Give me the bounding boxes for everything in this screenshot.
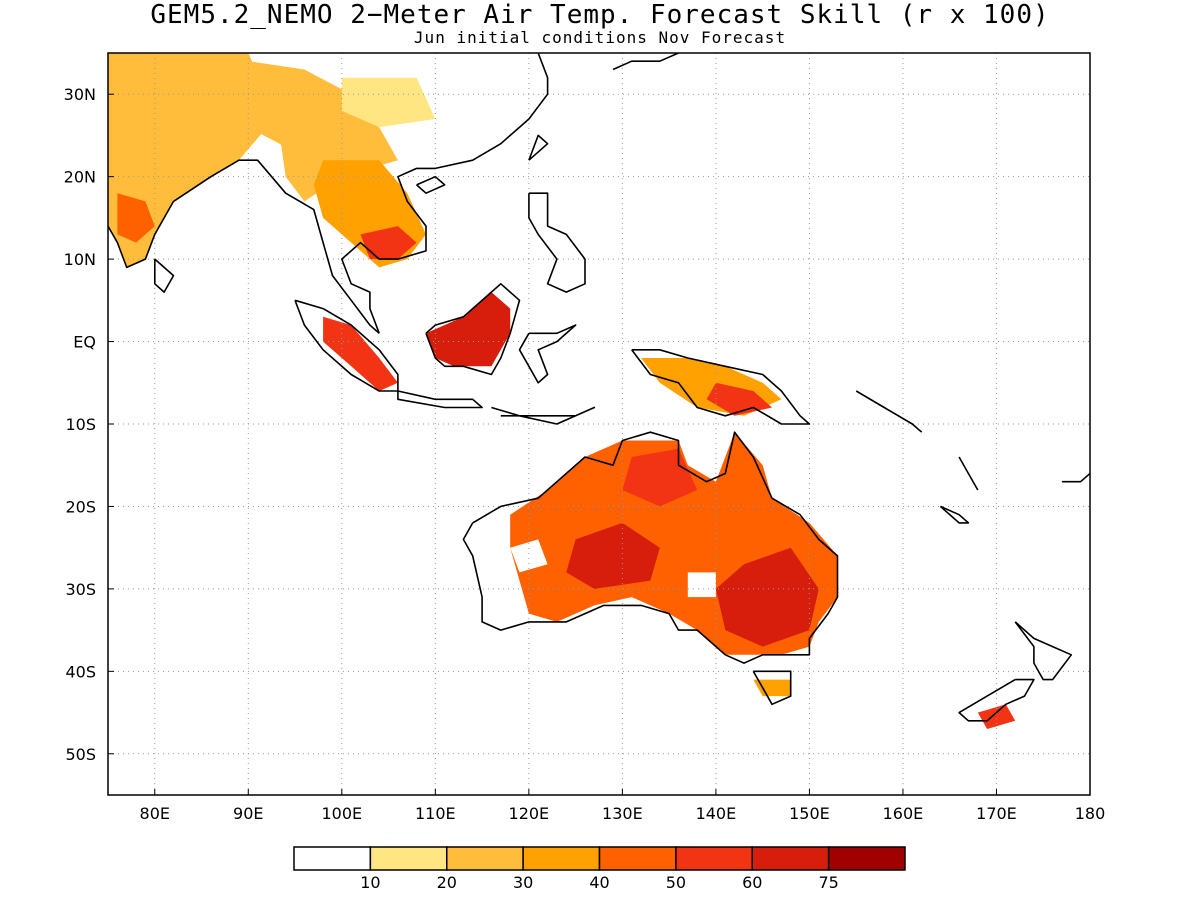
colorbar-label: 10 [360, 873, 380, 892]
colorbar: 10 20 30 40 50 60 75 [293, 846, 906, 892]
lon-tick-label: 110E [415, 804, 456, 823]
colorbar-swatch [293, 846, 372, 871]
map-title: GEM5.2_NEMO 2−Meter Air Temp. Forecast S… [150, 0, 1050, 30]
skill-shading [108, 53, 1016, 729]
colorbar-swatch [446, 846, 524, 871]
lat-tick-label: 10S [65, 415, 96, 434]
colorbar-swatch [598, 846, 677, 871]
lon-tick-label: 160E [883, 804, 924, 823]
skill-region-australia-west-gap [510, 539, 548, 573]
coastline-nz-north [1014, 621, 1073, 681]
coastline-sulawesi [518, 324, 577, 384]
coastline-borneo-coast [425, 282, 521, 376]
coastline-hainan [416, 175, 446, 194]
axis-ticks: 80E 90E 100E 110E 120E 130E 140E 150E 160E 170E 18… [64, 85, 1106, 823]
coastline-philippines [528, 192, 586, 293]
colorbar-swatch [751, 846, 830, 871]
coastline-solomon-islands [855, 390, 923, 433]
coastline-java [397, 390, 483, 409]
coastline-sri-lanka [154, 258, 175, 293]
lat-tick-label: 10N [64, 250, 96, 269]
coastline-new-guinea-coast [631, 348, 811, 425]
colorbar-swatch [522, 846, 601, 871]
coastlines [108, 53, 1090, 722]
colorbar-label: 30 [513, 873, 533, 892]
skill-region-cambodia-core [360, 226, 417, 260]
colorbar-label: 75 [818, 873, 838, 892]
coastline-tasmania-coast [752, 670, 792, 706]
skill-region-myanmar-yunnan [276, 102, 398, 202]
colorbar-label: 60 [742, 873, 762, 892]
skill-region-australia-central-core [566, 522, 660, 589]
lat-tick-label: 30N [64, 85, 96, 104]
graticule [108, 53, 1090, 795]
map-subtitle: Jun initial conditions Nov Forecast [413, 28, 787, 47]
lon-tick-label: 100E [321, 804, 362, 823]
skill-region-southern-china [341, 77, 436, 128]
colorbar-swatch [827, 846, 906, 871]
coastline-australia-coast [462, 431, 839, 664]
lon-tick-label: 130E [602, 804, 643, 823]
colorbar-label: 50 [666, 873, 686, 892]
lat-tick-label: EQ [73, 333, 96, 352]
coastline-japan [612, 53, 679, 71]
coastline-lesser-sunda [491, 406, 596, 425]
colorbar-swatch [675, 846, 753, 871]
coastline-vanuatu [958, 456, 979, 491]
lat-tick-label: 20S [65, 497, 96, 516]
lon-tick-label: 140E [696, 804, 737, 823]
colorbar-label: 20 [437, 873, 457, 892]
coastline-nz-south [958, 678, 1035, 722]
coastline-indochina-coast [340, 53, 549, 334]
skill-region-borneo [426, 292, 511, 367]
lon-tick-label: 180 [1075, 804, 1106, 823]
skill-region-australia-central-gap [687, 572, 716, 598]
lon-tick-label: 80E [140, 804, 170, 823]
skill-region-tasmania [753, 679, 791, 697]
lat-tick-label: 40S [65, 662, 96, 681]
skill-region-india-core [117, 193, 155, 243]
skill-region-sumatra [323, 316, 398, 391]
lon-tick-label: 120E [509, 804, 550, 823]
colorbar-label: 40 [589, 873, 609, 892]
lat-tick-label: 20N [64, 168, 96, 187]
lat-tick-label: 30S [65, 580, 96, 599]
coastline-fiji [1061, 472, 1090, 483]
lat-tick-label: 50S [65, 745, 96, 764]
coastline-taiwan [528, 134, 549, 161]
coastline-new-caledonia [939, 505, 970, 524]
skill-region-new-guinea-core [706, 382, 772, 416]
lon-tick-label: 170E [976, 804, 1017, 823]
skill-region-australia-southeast-core [715, 547, 819, 647]
colorbar-swatch [369, 846, 448, 871]
skill-region-new-zealand-south [977, 704, 1016, 729]
lon-tick-label: 150E [789, 804, 830, 823]
lon-tick-label: 90E [233, 804, 263, 823]
coastline-south-asia-coast [108, 159, 380, 334]
